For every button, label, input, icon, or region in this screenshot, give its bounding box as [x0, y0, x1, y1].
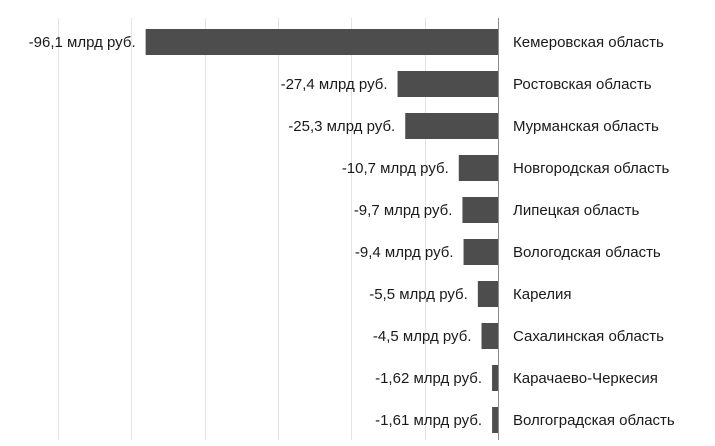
- category-labels: Кемеровская область Ростовская область Мур…: [513, 34, 675, 429]
- category-label: Мурманская область: [513, 118, 659, 135]
- bar-value-label: -9,4 млрд руб.: [355, 244, 454, 261]
- bar: [492, 407, 498, 433]
- bar: [458, 155, 498, 181]
- bar: [397, 71, 498, 97]
- category-label: Вологодская область: [513, 244, 661, 261]
- bar: [492, 365, 498, 391]
- category-label: Карелия: [513, 286, 572, 303]
- bar-value-label: -27,4 млрд руб.: [281, 76, 388, 93]
- bar-value-label: -96,1 млрд руб.: [29, 34, 136, 51]
- bar: [145, 29, 498, 55]
- category-label: Липецкая область: [513, 202, 640, 219]
- bar: [405, 113, 498, 139]
- bar-value-label: -1,61 млрд руб.: [375, 412, 482, 429]
- category-label: Новгородская область: [513, 160, 669, 177]
- bar: [481, 323, 498, 349]
- bar-value-label: -1,62 млрд руб.: [375, 370, 482, 387]
- bar-value-label: -25,3 млрд руб.: [288, 118, 395, 135]
- category-label: Ростовская область: [513, 76, 652, 93]
- category-label: Сахалинская область: [513, 328, 664, 345]
- value-labels: -96,1 млрд руб. -27,4 млрд руб. -25,3 млрд…: [29, 34, 482, 429]
- bar-value-label: -4,5 млрд руб.: [373, 328, 472, 345]
- category-label: Карачаево-Черкесия: [513, 370, 658, 387]
- category-label: Волгоградская область: [513, 412, 675, 429]
- bar-value-label: -9,7 млрд руб.: [354, 202, 453, 219]
- bar-value-label: -5,5 млрд руб.: [369, 286, 468, 303]
- category-label: Кемеровская область: [513, 34, 664, 51]
- bar: [463, 239, 498, 265]
- bars: [145, 29, 498, 433]
- bar: [462, 197, 498, 223]
- bar: [477, 281, 498, 307]
- bar-value-label: -10,7 млрд руб.: [342, 160, 449, 177]
